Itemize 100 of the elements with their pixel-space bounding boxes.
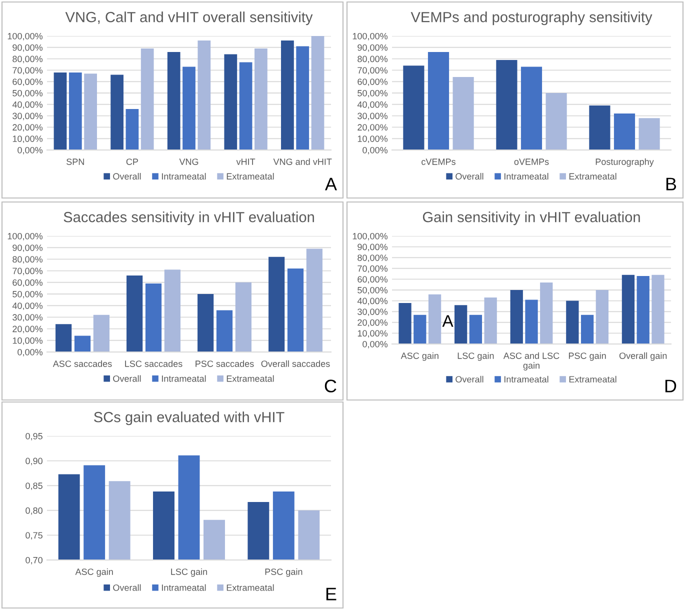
bar (56, 324, 72, 352)
bar (164, 270, 180, 352)
bar (126, 275, 143, 352)
y-tick-label: 80,00% (358, 254, 388, 262)
bar (235, 282, 252, 352)
y-tick-label: 90,00% (12, 44, 43, 52)
y-tick-label: 60,00% (12, 279, 43, 287)
bar (296, 46, 310, 150)
y-tick-label: 40,00% (357, 101, 388, 109)
y-tick-label: 20,00% (12, 124, 43, 132)
bar (454, 305, 468, 344)
text: A (324, 178, 337, 190)
legend-label: Extrameatal (226, 375, 274, 382)
bar (580, 314, 594, 344)
legend-label: Overall (456, 376, 484, 383)
bar (268, 256, 285, 352)
bar (198, 40, 211, 150)
x-tick-label: PSC gain (265, 568, 302, 577)
bar (167, 52, 180, 150)
y-tick-label: 0,00% (362, 340, 388, 348)
legend-label: Extrameatal (569, 376, 616, 383)
chart-title: Saccades sensitivity in vHIT evaluation (64, 212, 314, 226)
legend-label: Extrameatal (569, 172, 616, 180)
bar (638, 118, 660, 150)
bar (224, 54, 238, 150)
bar (306, 248, 322, 352)
y-tick-label: 0,00% (18, 146, 43, 154)
bar (520, 66, 542, 150)
x-tick-label: VNG and vHIT (273, 158, 332, 165)
y-tick-label: 10,00% (12, 337, 43, 345)
annotation: A (442, 315, 454, 327)
x-tick-label: ASC gain (400, 352, 438, 361)
y-tick-label: 40,00% (12, 302, 43, 310)
chart-title: VNG, CalT and vHIT overall sensitivity (65, 12, 313, 26)
x-tick-label: LSC gain (458, 352, 494, 361)
x-tick-label: ASC saccades (52, 360, 112, 367)
legend-label: Overall (113, 375, 141, 382)
y-tick-label: 0,90 (26, 458, 42, 466)
bar (652, 274, 664, 344)
bar (469, 314, 482, 344)
bar (589, 106, 610, 150)
legend-label: Intrameatal (504, 376, 548, 383)
y-tick-label: 30,00% (12, 112, 43, 120)
bar (140, 48, 154, 150)
x-tick-label: oVEMPs (514, 158, 549, 165)
bar (403, 66, 424, 150)
y-tick-label: 20,00% (358, 124, 388, 132)
y-tick-label: 30,00% (358, 308, 388, 316)
y-tick-label: 30,00% (358, 112, 388, 120)
bar (145, 284, 162, 352)
bar (68, 72, 82, 150)
x-tick-label: Posturography (596, 158, 654, 167)
bar (281, 40, 294, 150)
y-tick-label: 40,00% (12, 101, 43, 109)
bar (126, 108, 139, 150)
y-tick-label: 50,00% (358, 286, 388, 294)
x-tick-label: CP (126, 158, 138, 165)
bar (428, 52, 450, 150)
y-tick-label: 100,00% (352, 232, 388, 240)
bar (540, 282, 553, 344)
bar (287, 268, 304, 352)
bar (596, 290, 609, 344)
y-tick-label: 50,00% (358, 90, 388, 98)
y-tick-label: 0,00% (362, 146, 388, 154)
text: C (324, 380, 336, 392)
y-tick-label: 0,75 (26, 532, 42, 540)
bar (622, 274, 635, 344)
y-tick-label: 90,00% (12, 244, 43, 252)
x-tick-label: LSC saccades (125, 360, 182, 367)
y-tick-label: 100,00% (8, 32, 43, 40)
bar (398, 302, 412, 344)
y-tick-label: 60,00% (358, 276, 388, 284)
y-tick-label: 50,00% (12, 290, 43, 298)
bar (216, 310, 233, 352)
y-tick-label: 80,00% (358, 56, 388, 64)
bar (566, 300, 579, 344)
x-tick-label: ASC and LSC gain (503, 352, 560, 370)
y-tick-label: 80,00% (12, 56, 43, 64)
x-tick-label: cVEMPs (422, 158, 456, 165)
text: D (665, 380, 676, 392)
x-tick-label: PSC saccades (196, 360, 254, 367)
y-tick-label: 10,00% (358, 330, 388, 338)
y-tick-label: 0,70 (26, 556, 42, 564)
bar (198, 294, 214, 352)
legend-label: Intrameatal (162, 172, 206, 180)
y-tick-label: 40,00% (357, 298, 388, 306)
y-tick-label: 0,85 (26, 482, 42, 490)
y-tick-label: 20,00% (12, 326, 43, 334)
y-tick-label: 90,00% (358, 44, 388, 52)
y-tick-label: 0,80 (26, 507, 42, 515)
x-tick-label: SPN (66, 158, 84, 165)
bar (254, 48, 268, 150)
legend-label: Intrameatal (162, 375, 206, 382)
y-tick-label: 70,00% (358, 265, 388, 273)
bar (414, 314, 426, 344)
bar (510, 290, 523, 344)
y-tick-label: 0,00% (18, 348, 43, 356)
chart-title: SCs gain evaluated with vHIT (94, 412, 284, 426)
y-tick-label: 100,00% (352, 32, 388, 40)
bar (636, 276, 650, 344)
